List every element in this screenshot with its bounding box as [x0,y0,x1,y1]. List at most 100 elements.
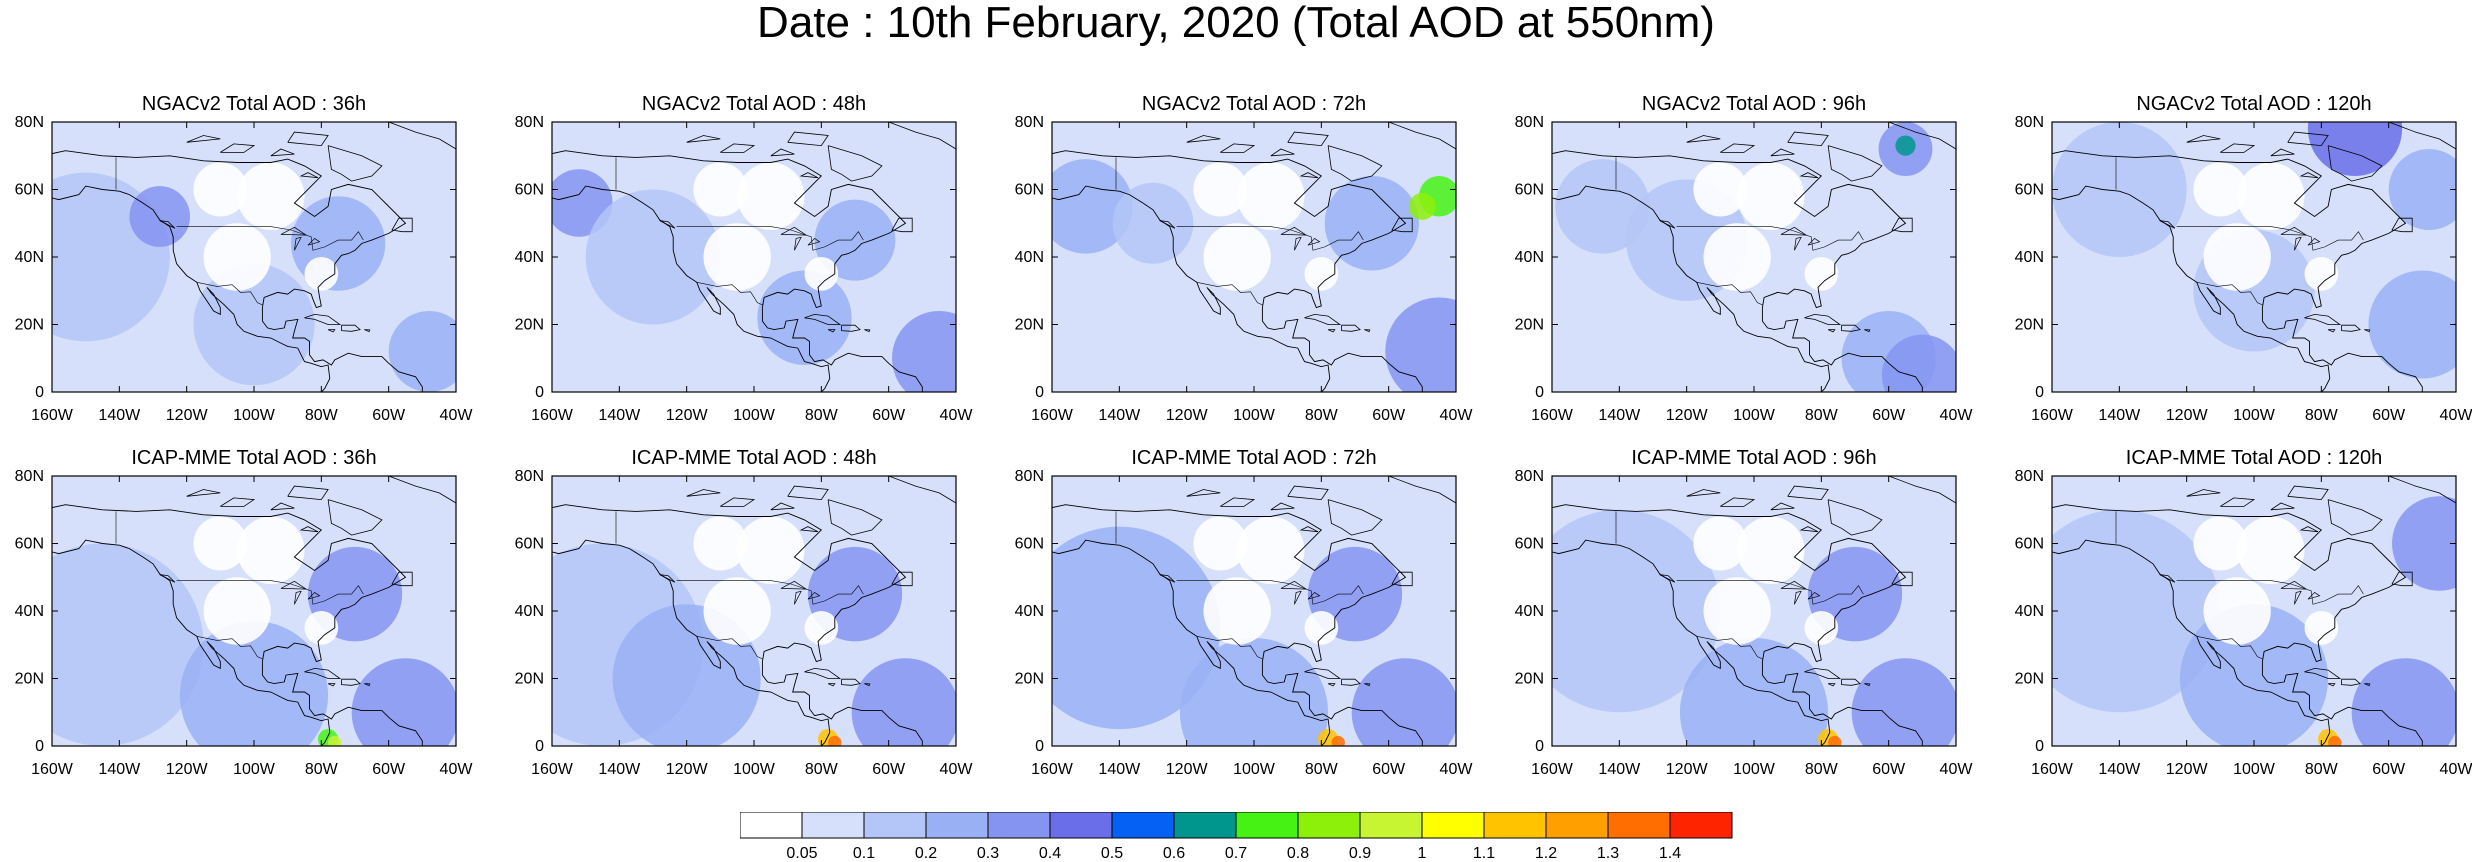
colorbar-label: 0.9 [1349,845,1371,862]
lat-tick-label: 60N [515,182,544,199]
aod-clear-region [1193,516,1248,571]
lake-outline [1307,591,1321,600]
lon-tick-label: 100W [733,407,776,424]
lon-tick-label: 80W [305,407,339,424]
island-coastline [270,148,295,157]
island-coastline [388,476,456,504]
lon-tick-label: 160W [2031,761,2074,778]
lat-tick-label: 20N [15,317,44,334]
coastline [2052,539,2331,746]
colorbar-swatch [1111,812,1175,839]
colorbar-swatch [987,812,1051,839]
coastline [2052,185,2331,392]
aod-clear-region [2203,223,2271,291]
island-coastline [1304,313,1342,325]
aod-clear-region [1804,611,1839,645]
lon-tick-label: 160W [31,761,74,778]
lake-outline [1280,226,1308,236]
island-coastline [1787,131,1829,147]
island-coastline [304,667,342,679]
island-coastline [659,220,676,229]
aod-region [1351,658,1456,746]
country-border [696,636,763,660]
island-coastline [1388,476,1456,504]
aod-field [2052,122,2456,392]
island-coastline [1159,220,1176,229]
aod-region [2052,509,2221,713]
colorbar-label: 0.8 [1287,845,1309,862]
country-border [1196,282,1263,306]
colorbar-swatch [1173,812,1237,839]
coastline [1052,185,1331,392]
lat-tick-label: 60N [1515,182,1544,199]
aod-clear-region [2237,162,2305,230]
panel-title: NGACv2 Total AOD : 120h [2136,93,2372,115]
country-border [196,636,263,660]
island-coastline [1686,489,1721,497]
aod-clear-region [2304,257,2339,291]
aod-clear-region [703,223,771,291]
lon-tick-label: 80W [805,407,839,424]
lat-tick-label: 20N [1015,671,1044,688]
island-coastline [327,499,383,536]
lon-tick-label: 120W [2166,407,2209,424]
island-coastline [1304,667,1342,679]
island-coastline [2391,217,2413,233]
country-border [2196,282,2263,306]
island-coastline [1827,499,1883,536]
lake-outline [1780,580,1808,590]
aod-clear-region [1693,162,1748,217]
lon-tick-label: 100W [733,761,776,778]
lat-tick-label: 60N [515,536,544,553]
lon-tick-label: 160W [2031,407,2074,424]
colorbar-swatch [1235,812,1299,839]
lake-outline [1780,226,1808,236]
lon-tick-label: 40W [440,761,474,778]
lake-outline [2280,580,2308,590]
lat-tick-label: 40N [15,603,44,620]
panel-title: NGACv2 Total AOD : 48h [641,93,867,115]
country-border [1676,226,1864,251]
lat-tick-label: 80N [1015,468,1044,485]
island-coastline [2287,485,2329,501]
aod-region [1895,135,1916,156]
aod-clear-region [1703,577,1771,645]
coastline [1052,150,1423,392]
colorbar-swatch [1359,812,1423,839]
aod-region [2388,149,2456,230]
lat-tick-label: 40N [1015,603,1044,620]
island-coastline [287,131,329,147]
panel-title: ICAP-MME Total AOD : 96h [1631,447,1877,469]
lon-tick-label: 120W [166,761,209,778]
aod-field [552,476,956,746]
lat-tick-label: 40N [2015,249,2044,266]
island-coastline [299,172,319,179]
lon-tick-label: 40W [1940,407,1974,424]
map-plot: 80N 60N 40N 20N 0 160W 140W 120W 100W 80W 60W 40W [1515,114,1974,424]
lake-outline [1807,237,1821,246]
aod-region [2392,496,2456,591]
panel-title: ICAP-MME Total AOD : 72h [1131,447,1377,469]
map-plot: 80N 60N 40N 20N 0 160W 140W 120W 100W 80W 60W 40W [515,114,974,424]
island-coastline [299,526,319,533]
island-coastline [2341,324,2361,332]
coastline [552,185,831,392]
country-border [2176,580,2364,605]
lon-tick-label: 40W [2440,407,2472,424]
lat-tick-label: 60N [15,182,44,199]
lon-tick-label: 120W [1166,761,1209,778]
lake-outline [280,226,308,236]
island-coastline [327,145,383,182]
lake-outline [2294,590,2302,605]
aod-region [828,735,842,746]
map-plot: 80N 60N 40N 20N 0 160W 140W 120W 100W 80W 60W 40W [2015,468,2472,778]
island-coastline [720,143,756,153]
aod-region [585,189,721,325]
lat-tick-label: 0 [535,384,544,401]
lat-tick-label: 20N [2015,317,2044,334]
island-coastline [659,574,676,583]
map-panel-icap-36h: ICAP-MME Total AOD : 36h 80N 60N 40N 20N 0 16… [0,446,474,778]
island-coastline [159,574,176,583]
lake-outline [1307,237,1321,246]
aod-region [892,311,956,392]
